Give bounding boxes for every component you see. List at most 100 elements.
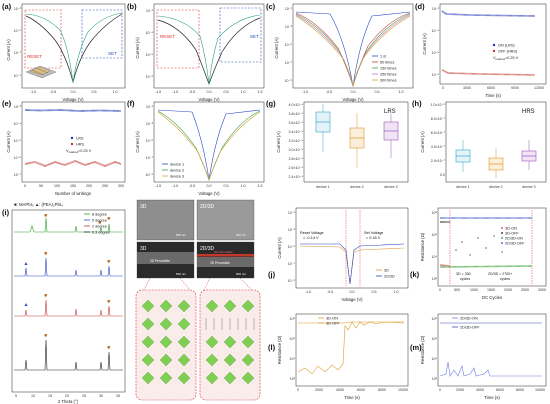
- y-tick: 10⁻⁷: [14, 51, 22, 55]
- x-tick: 2000: [456, 388, 464, 392]
- x-tick: -0.5: [189, 90, 195, 94]
- y-ticks-j: 10⁻¹ 10⁻³ 10⁻⁵ 10⁻⁷ 10⁻⁹: [288, 211, 296, 283]
- x-axis-label-b: Voltage (V): [198, 97, 220, 102]
- x-tick: 1.0: [399, 90, 404, 94]
- x-tick: 0.5: [92, 90, 97, 94]
- boxplot-g: [315, 104, 399, 168]
- panel-label-j: (j): [268, 270, 276, 279]
- iv-curve-sweep: [157, 17, 261, 86]
- y-axis-label-a: Current (A): [6, 39, 11, 61]
- y-tick: 10⁻⁹: [288, 279, 296, 283]
- legend-entry: 1 st: [380, 55, 387, 59]
- x-ticks-m: 0 2000 4000 6000 8000 10000: [439, 388, 545, 392]
- y-tick: 10⁻⁸: [146, 75, 154, 79]
- y-axis-label-d: Current (A): [422, 33, 427, 55]
- x-axis-label-l: Time (s): [344, 395, 360, 400]
- y-tick: 10⁻⁵: [288, 245, 296, 249]
- plot-frame-h: [445, 101, 547, 183]
- x-axis-label-d: Time (s): [485, 93, 501, 98]
- x-axis-label-c: Voltage (V): [342, 97, 364, 102]
- panel-h: (h) Current (A) HRS 1.0×10⁻⁶ 8.0×10⁻⁷ 6.…: [412, 99, 547, 189]
- legend-entry: 250 times: [380, 73, 397, 77]
- y-tick: 10⁻⁴: [432, 29, 440, 33]
- y-tick: 10⁸: [289, 317, 295, 321]
- legend-entry: 2D/3D-OFF: [460, 326, 480, 330]
- y-tick: 10⁻³: [285, 25, 293, 29]
- plot-frame-l: [295, 313, 409, 387]
- legend-entry: device 2: [170, 169, 184, 173]
- y-tick: 10⁻⁴: [14, 122, 22, 126]
- y-tick: 3.8×10⁻⁴: [288, 112, 303, 116]
- panel-k: (k) Resistance (Ω) DC Cycles 10⁸ 10⁶ 10⁴…: [410, 207, 547, 300]
- panel-label-e: (e): [2, 99, 12, 108]
- x-tick: 6000: [496, 388, 504, 392]
- y-tick: 10⁴: [431, 357, 437, 361]
- panel-label-f: (f): [127, 99, 135, 108]
- y-ticks-a: 10⁻³ 10⁻⁵ 10⁻⁷ 10⁻⁹: [14, 7, 22, 78]
- y-tick: 10⁻¹: [288, 211, 296, 215]
- cycle-curves-c: [295, 11, 411, 88]
- x-ticks-b: -1.5 -1.0 -0.5 0.0 0.5 1.0 1.5: [155, 90, 263, 94]
- x-tick: 5: [15, 394, 17, 398]
- x-ticks-c: -1.0 -0.5 0.0 0.5 1.0: [302, 90, 404, 94]
- y-ticks-f: 10⁻¹ 10⁻³ 10⁻⁵ 10⁻⁷ 10⁻⁹: [146, 105, 154, 177]
- x-ticks-l: 0 2000 4000 6000 8000 10000: [297, 388, 408, 392]
- y-tick: 10⁻⁹: [14, 74, 22, 78]
- x-tick: 1.0: [113, 90, 118, 94]
- legend-entry: 0.3 degree: [92, 231, 110, 235]
- y-tick: 10⁻⁹: [146, 173, 154, 177]
- x-tick: 0: [439, 388, 441, 392]
- x-ticks-j: -1.0 -0.5 0.0 0.5 1.0: [305, 290, 399, 294]
- y-tick: 2.8×10⁻⁴: [288, 157, 303, 161]
- y-tick: 2.0×10⁻⁷: [431, 159, 446, 163]
- reset-annotation: RESET: [27, 54, 42, 59]
- x-tick: 12000: [534, 86, 544, 90]
- x-tick: 0.0: [207, 184, 212, 188]
- x-tick: -1.5: [155, 90, 161, 94]
- cycle-note-2d3d: 2D/3D = 2700+: [488, 272, 512, 276]
- y-axis-label-b: Current (A): [135, 37, 140, 59]
- legend-entry: 5 degree: [92, 219, 107, 223]
- reset-region-box: [156, 9, 200, 69]
- y-tick: 10⁻⁶: [146, 53, 154, 57]
- y-tick: 10⁻⁷: [146, 156, 154, 160]
- x-category: device 1: [316, 185, 329, 189]
- y-tick: 3.2×10⁻⁴: [288, 139, 303, 143]
- x-tick: 8000: [378, 388, 386, 392]
- x-tick: 9000: [511, 86, 519, 90]
- x-tick: -1.0: [172, 184, 178, 188]
- x-tick: 500: [454, 288, 460, 292]
- legend-entry: HRS: [76, 143, 84, 147]
- legend-k: 3D-ON 3D-OFF 2D/3D-ON 2D/3D-OFF: [501, 227, 525, 246]
- plot-frame-i: [11, 209, 126, 393]
- legend-entry: OFF (HRS): [498, 50, 518, 54]
- panel-f: (f) Current (A) Voltage (V) 10⁻¹ 10⁻³ 10…: [127, 99, 265, 196]
- sem-top-3d: 3D 500 nm: [136, 199, 195, 241]
- y-tick: 3.0×10⁻⁴: [288, 148, 303, 152]
- x-tick: 6000: [487, 86, 495, 90]
- y-tick: 4.0×10⁻⁴: [288, 103, 303, 107]
- boxplot-h: [455, 140, 537, 178]
- y-ticks-h: 1.0×10⁻⁶ 8.0×10⁻⁷ 6.0×10⁻⁷ 4.0×10⁻⁷ 2.0×…: [431, 103, 446, 177]
- cycle-note-3d: 3D = 300: [456, 272, 471, 276]
- y-tick: 10⁻⁴: [146, 31, 154, 35]
- y-tick: 10⁶: [432, 233, 438, 237]
- legend-entry: device 3: [170, 175, 184, 179]
- legend-entry: 3D-OFF: [505, 232, 519, 236]
- panel-label-g: (g): [266, 99, 276, 108]
- panel-j: (j) Current (A) Voltage (V) 10⁻¹ 10⁻³ 10…: [268, 207, 409, 302]
- y-tick: 4.0×10⁻⁷: [431, 145, 446, 149]
- legend-entry: 150 times: [380, 67, 397, 71]
- legend-entry: 2D/3D-ON: [460, 317, 478, 321]
- panel-label-k: (k): [410, 270, 420, 279]
- sem-cross-3d: 3D 3D Perovskite 500 nm: [136, 241, 195, 279]
- y-tick: 3.4×10⁻⁴: [288, 130, 303, 134]
- x-tick: 200: [86, 184, 92, 188]
- legend-entry: 3D-ON: [505, 227, 517, 231]
- x-tick: -0.5: [326, 90, 332, 94]
- y-tick: 8.0×10⁻⁷: [431, 117, 446, 121]
- legend-l: 3D-ON 3D-OFF: [318, 317, 340, 326]
- y-tick: 10⁻⁵: [432, 51, 440, 55]
- y-tick: 10⁻³: [146, 122, 154, 126]
